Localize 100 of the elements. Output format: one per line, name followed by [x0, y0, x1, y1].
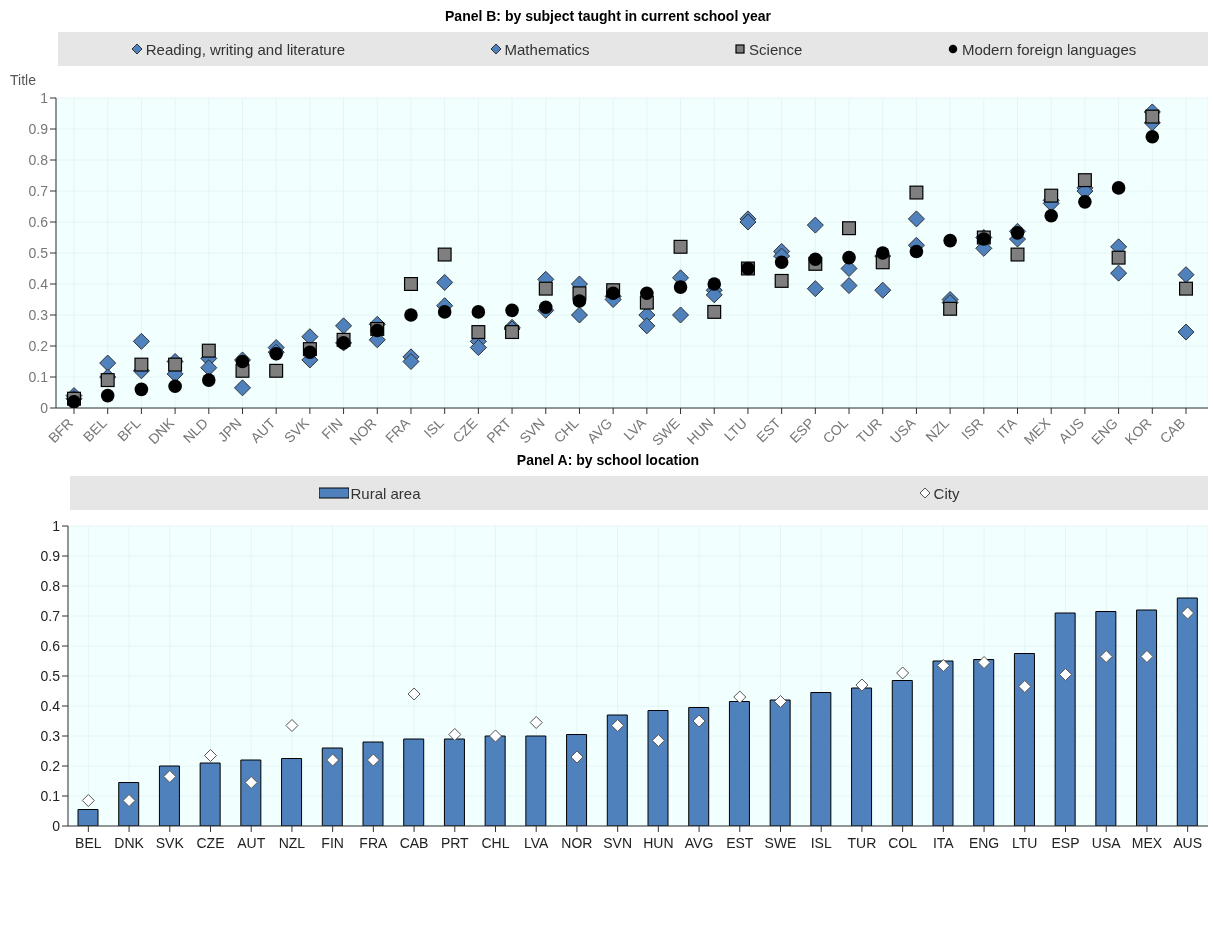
bar: [769, 699, 791, 826]
point: [1145, 109, 1160, 124]
x-tick-label: FRA: [381, 414, 414, 446]
bar: [321, 747, 343, 826]
x-tick-label: SVK: [155, 835, 185, 851]
point: [1018, 680, 1032, 693]
legend-label: Reading, writing and literature: [144, 40, 346, 58]
point: [1177, 323, 1195, 341]
chart-title: Panel A: by school location: [515, 452, 701, 468]
y-tick-label: 0.2: [28, 337, 49, 354]
x-tick-label: NZL: [922, 414, 953, 445]
point: [943, 233, 957, 248]
point: [808, 252, 823, 266]
point: [774, 273, 789, 288]
point: [335, 317, 353, 335]
bar: [891, 680, 913, 826]
x-tick-label: SWE: [764, 835, 797, 851]
point: [733, 690, 747, 704]
point: [570, 306, 588, 324]
point: [134, 382, 149, 397]
x-tick-label: CZE: [196, 835, 225, 851]
point: [402, 353, 420, 370]
x-tick-label: TUR: [847, 835, 877, 851]
point: [774, 695, 787, 708]
point: [1010, 247, 1025, 262]
x-tick-label: LVA: [524, 835, 550, 851]
bar: [973, 659, 995, 826]
point: [403, 277, 418, 291]
point: [611, 719, 625, 732]
point: [638, 317, 656, 335]
y-tick-label: 0.3: [40, 727, 61, 744]
point: [233, 379, 251, 397]
point: [673, 280, 688, 294]
point: [572, 294, 587, 308]
bar: [851, 687, 873, 826]
x-tick-label: DNK: [114, 835, 145, 851]
x-tick-label: ITA: [932, 835, 955, 851]
x-tick-label: NZL: [278, 835, 306, 851]
point: [1044, 188, 1059, 203]
y-tick-label: 0.7: [40, 607, 61, 624]
y-tick-label: 1: [40, 89, 49, 106]
point: [132, 332, 150, 350]
x-tick-label: ISR: [958, 414, 986, 443]
y-tick-label: 0.8: [28, 151, 49, 168]
point: [100, 388, 115, 403]
bar: [158, 765, 180, 826]
point: [134, 357, 149, 372]
bar: [932, 660, 954, 826]
x-tick-label: ENG: [968, 835, 1000, 851]
point: [673, 239, 688, 254]
point: [436, 273, 454, 291]
point: [570, 750, 584, 764]
point: [407, 687, 421, 701]
y-axis-title: Title: [10, 72, 37, 88]
bar: [1136, 609, 1158, 826]
y-tick-label: 0.5: [28, 244, 49, 261]
bar: [728, 701, 750, 826]
x-tick-label: CAB: [399, 835, 429, 851]
point: [1145, 129, 1160, 144]
point: [1181, 606, 1195, 620]
point: [806, 280, 824, 298]
y-tick-label: 0.6: [40, 637, 61, 654]
point: [707, 277, 722, 291]
legend-label: Science: [748, 40, 803, 58]
y-tick-label: 0.7: [28, 182, 49, 199]
point: [875, 246, 890, 260]
point: [640, 286, 654, 301]
x-tick-label: FIN: [321, 835, 344, 851]
bar: [240, 759, 262, 826]
x-tick-label: AVG: [684, 835, 714, 851]
bar: [199, 762, 221, 826]
bar: [1095, 611, 1117, 826]
x-tick-label: EST: [726, 835, 754, 851]
point: [651, 734, 665, 747]
legend-label: City: [932, 484, 960, 502]
point: [1078, 195, 1092, 209]
point: [909, 244, 924, 259]
bar: [647, 710, 669, 826]
bar: [362, 741, 384, 826]
bar: [443, 738, 465, 826]
point: [285, 719, 299, 732]
bar: [281, 758, 303, 826]
y-tick-label: 0.9: [40, 547, 61, 564]
point: [806, 216, 824, 234]
point: [1099, 650, 1113, 663]
point: [1140, 650, 1154, 663]
bar: [688, 707, 710, 826]
bar: [1176, 597, 1198, 826]
y-tick-label: 1: [52, 517, 61, 534]
point: [471, 325, 486, 340]
x-tick-label: TUR: [853, 414, 885, 447]
x-tick-label: FIN: [318, 414, 346, 443]
point: [1077, 173, 1092, 188]
point: [896, 666, 910, 680]
point: [269, 363, 284, 378]
point: [469, 339, 487, 357]
point: [489, 729, 502, 743]
y-tick-label: 0.6: [28, 213, 49, 230]
legend-label: Rural area: [349, 484, 421, 502]
point: [907, 210, 925, 228]
